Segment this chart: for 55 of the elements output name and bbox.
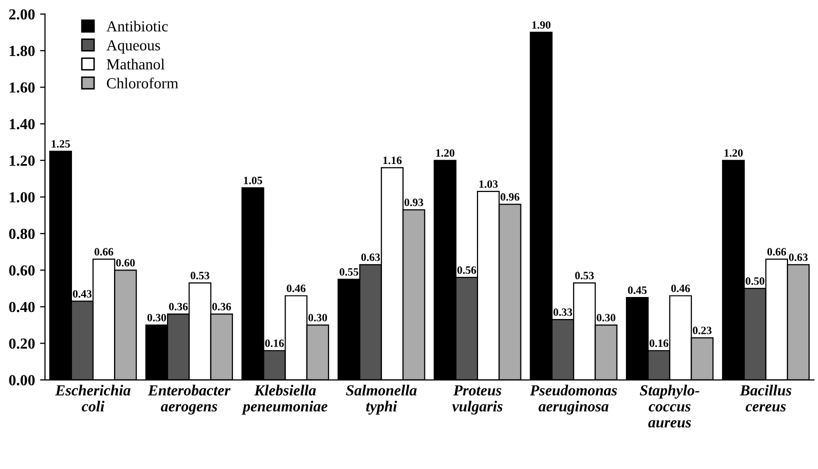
y-tick-label: 1.00 (10, 192, 35, 202)
data-label: 0.63 (788, 254, 808, 262)
x-tick-label: Escherichia coli (55, 384, 130, 412)
data-label: 0.53 (575, 272, 594, 280)
y-tick-label: 2.00 (9, 9, 35, 20)
data-label: 0.30 (308, 314, 328, 322)
data-label: 0.43 (72, 290, 92, 298)
legend-label: Mathanol (106, 58, 165, 70)
data-label: 0.30 (147, 314, 166, 322)
data-label: 0.30 (596, 314, 616, 322)
legend-label: Chloroform (106, 78, 178, 88)
y-tick-label: 0.00 (9, 375, 35, 386)
data-label: 0.16 (650, 339, 668, 348)
data-label: 0.36 (212, 302, 231, 310)
x-tick-label: Proteus vulgaris (452, 385, 503, 415)
data-label: 0.93 (404, 198, 424, 206)
y-tick-label: 0.40 (9, 302, 35, 312)
data-label: 0.63 (361, 254, 380, 262)
data-label: 0.55 (340, 268, 358, 276)
data-label: 0.56 (457, 266, 476, 274)
data-label: 0.50 (746, 277, 764, 285)
x-tick-label: Enterobacter aerogens (148, 384, 230, 415)
x-tick-label: Klebsiella peneumoniae (242, 384, 328, 415)
data-label: 1.16 (383, 156, 402, 164)
data-label: 0.46 (671, 284, 690, 292)
data-label: 1.90 (532, 21, 550, 29)
y-tick-label: 1.60 (10, 82, 35, 93)
y-tick-label: 1.40 (10, 118, 35, 130)
x-tick-label: Salmonella typhi (346, 384, 417, 415)
x-tick-label: Staphylo- coccus aureus (640, 384, 700, 428)
data-label: 1.25 (52, 140, 70, 148)
data-label: 0.33 (554, 308, 572, 316)
data-label: 0.16 (265, 339, 284, 348)
data-label: 0.46 (286, 284, 306, 292)
data-label: 0.23 (692, 326, 712, 334)
legend-label: Aqueous (106, 40, 160, 54)
y-tick-label: 1.20 (10, 156, 35, 166)
data-label: 1.03 (479, 180, 498, 188)
y-tick-label: 0.80 (9, 228, 35, 240)
data-label: 0.36 (169, 302, 188, 310)
x-tick-label: Pseudomonas aeruginosa (530, 384, 617, 415)
data-label: 1.20 (724, 149, 743, 157)
data-label: 0.53 (190, 272, 210, 280)
data-label: 0.96 (500, 193, 520, 201)
data-label: 1.05 (244, 176, 262, 184)
data-label: 0.66 (767, 248, 786, 256)
x-tick-label: Bacillus cereus (740, 384, 792, 412)
data-label: 0.45 (628, 286, 647, 294)
data-label: 0.66 (94, 248, 114, 256)
y-tick-label: 0.20 (9, 338, 35, 349)
data-label: 0.60 (116, 259, 135, 267)
y-tick-label: 1.80 (10, 46, 35, 56)
y-tick-label: 0.60 (9, 265, 35, 276)
data-label: 1.20 (436, 149, 454, 157)
legend-label: Antibiotic (106, 20, 168, 32)
